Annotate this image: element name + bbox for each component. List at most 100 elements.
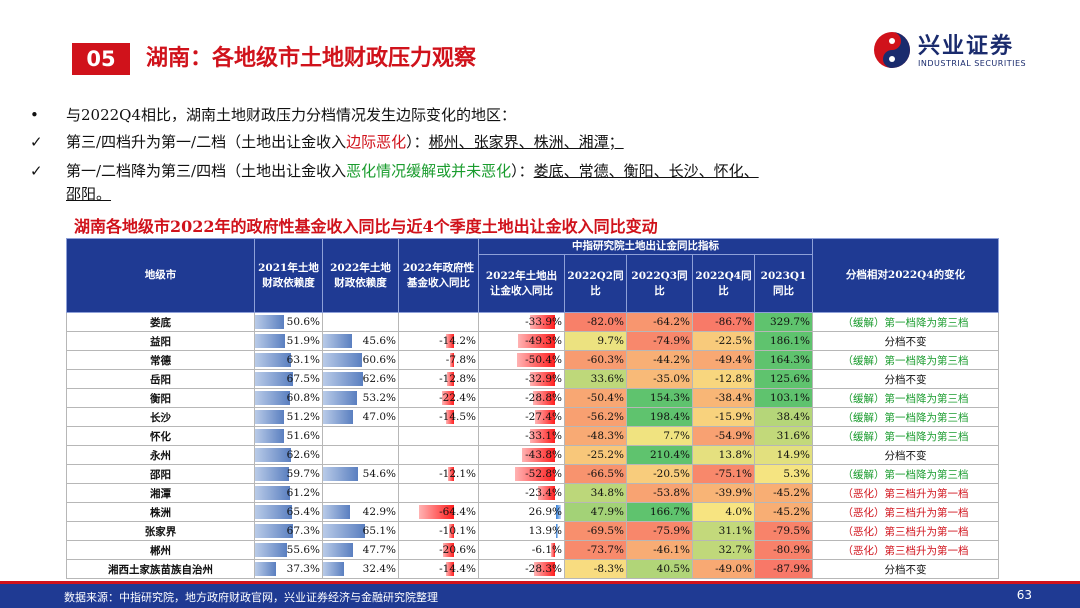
cell-land2022-value: -28.3% xyxy=(525,563,562,575)
cell-dep2022: 47.7% xyxy=(322,540,399,560)
cell-q1: -79.5% xyxy=(754,521,813,541)
cell-q1-value: -45.2% xyxy=(773,487,810,499)
cell-q4: 32.7% xyxy=(692,540,755,560)
bullet-text: ）： xyxy=(406,133,429,151)
cell-land2022-value: -28.8% xyxy=(525,392,562,404)
cell-q2: -50.4% xyxy=(564,388,627,408)
cell-q4-value: -49.0% xyxy=(715,563,752,575)
cell-q3-value: -75.9% xyxy=(653,525,690,537)
cell-land2022-value: -49.3% xyxy=(525,335,562,347)
cell-q4-value: -15.9% xyxy=(715,411,752,423)
dependency-bar xyxy=(255,353,291,367)
col-header-dep2021: 2021年土地财政依赖度 xyxy=(254,238,323,313)
table-row: 长沙 51.2% 47.0% -14.5% -27.4% -56.2% 198.4% -15.… xyxy=(66,407,999,427)
cell-dep2021: 65.4% xyxy=(254,502,323,522)
dependency-bar xyxy=(255,505,293,519)
cell-tier-change: 分档不变 xyxy=(812,559,999,579)
cell-q3: -46.1% xyxy=(626,540,693,560)
cell-dep2021: 51.2% xyxy=(254,407,323,427)
cell-q1-value: 103.1% xyxy=(769,392,810,404)
cell-tier-change-value: （缓解）第一档降为第三档 xyxy=(842,354,969,367)
cell-fund2022: -10.1% xyxy=(398,521,479,541)
cell-land2022: -6.1% xyxy=(478,540,565,560)
cell-dep2021: 63.1% xyxy=(254,350,323,370)
cell-land2022-value: -50.4% xyxy=(525,354,562,366)
cell-tier-change: （恶化）第三档升为第一档 xyxy=(812,502,999,522)
cell-q3: 154.3% xyxy=(626,388,693,408)
dependency-bar xyxy=(255,372,294,386)
cell-land2022: -32.9% xyxy=(478,369,565,389)
cell-dep2021: 67.3% xyxy=(254,521,323,541)
dependency-bar xyxy=(255,524,294,538)
dependency-bar xyxy=(323,391,357,405)
cell-q3-value: 7.7% xyxy=(663,430,690,442)
cell-fund2022-value: -14.4% xyxy=(439,563,476,575)
cell-q3-value: 154.3% xyxy=(649,392,690,404)
cell-q4: -54.9% xyxy=(692,426,755,446)
cell-q3: -20.5% xyxy=(626,464,693,484)
cell-q3-value: -74.9% xyxy=(653,335,690,347)
cell-q1: -80.9% xyxy=(754,540,813,560)
cell-q2-value: -56.2% xyxy=(587,411,624,423)
cell-fund2022-value: -14.5% xyxy=(439,411,476,423)
cell-tier-change: （缓解）第一档降为第三档 xyxy=(812,407,999,427)
cell-fund2022: -12.8% xyxy=(398,369,479,389)
cell-q1-value: 186.1% xyxy=(769,335,810,347)
cell-dep2021-value: 60.8% xyxy=(286,392,320,404)
cell-tier-change: （恶化）第三档升为第一档 xyxy=(812,540,999,560)
col-group-header: 中指研究院土地出让金同比指标 xyxy=(478,238,813,255)
bullet-marker: • xyxy=(30,106,39,124)
table-row: 张家界 67.3% 65.1% -10.1% 13.9% -69.5% -75.9% 31.1… xyxy=(66,521,999,541)
change-bar xyxy=(446,562,455,576)
cell-q1-value: -80.9% xyxy=(773,544,810,556)
cell-q1: 14.9% xyxy=(754,445,813,465)
cell-land2022: -52.8% xyxy=(478,464,565,484)
cell-fund2022-value: -20.6% xyxy=(439,544,476,556)
cell-land2022-value: -27.4% xyxy=(525,411,562,423)
bullet-line-1: • 与2022Q4相比，湖南土地财政压力分档情况发生边际变化的地区： xyxy=(30,104,516,125)
industrial-securities-logo-icon xyxy=(874,32,910,68)
cell-q3-value: -44.2% xyxy=(653,354,690,366)
cell-q2: -60.3% xyxy=(564,350,627,370)
cell-tier-change: （缓解）第一档降为第三档 xyxy=(812,312,999,332)
cell-q4-value: -54.9% xyxy=(715,430,752,442)
cell-dep2021-value: 51.9% xyxy=(286,335,320,347)
dependency-bar xyxy=(323,372,363,386)
cell-q2: -82.0% xyxy=(564,312,627,332)
cell-q3: 166.7% xyxy=(626,502,693,522)
cell-q1-value: 5.3% xyxy=(783,468,810,480)
cell-q3: 7.7% xyxy=(626,426,693,446)
cell-city: 湘潭 xyxy=(66,483,255,503)
cell-fund2022-value: -12.8% xyxy=(439,373,476,385)
cell-q3-value: 210.4% xyxy=(649,449,690,461)
cell-q4: 31.1% xyxy=(692,521,755,541)
cell-q1: -45.2% xyxy=(754,502,813,522)
cell-q3-value: 166.7% xyxy=(649,506,690,518)
cell-city: 株洲 xyxy=(66,502,255,522)
bullet-line-2: ✓ 第三/四档升为第一/二档（土地出让金收入边际恶化）：郴州、张家界、株洲、湘潭； xyxy=(30,131,624,152)
cell-tier-change-value: （缓解）第一档降为第三档 xyxy=(842,468,969,481)
cell-q2-value: 47.9% xyxy=(590,506,624,518)
cell-fund2022: -12.1% xyxy=(398,464,479,484)
change-bar xyxy=(448,524,455,538)
table-row: 永州 62.6% -43.8% -25.2% 210.4% 13.8% 14.9% 分档不变 xyxy=(66,445,999,465)
cell-dep2021: 51.6% xyxy=(254,426,323,446)
cell-q3: -35.0% xyxy=(626,369,693,389)
dependency-bar xyxy=(255,429,285,443)
dependency-bar xyxy=(255,391,290,405)
cell-dep2022-value: 47.0% xyxy=(362,411,396,423)
cell-q1: 164.3% xyxy=(754,350,813,370)
table-row: 益阳 51.9% 45.6% -14.2% -49.3% 9.7% -74.9% -22.5%… xyxy=(66,331,999,351)
cell-city-value: 湘潭 xyxy=(150,487,171,500)
cell-dep2022 xyxy=(322,312,399,332)
cell-tier-change-value: （缓解）第一档降为第三档 xyxy=(842,392,969,405)
cell-tier-change: （缓解）第一档降为第三档 xyxy=(812,388,999,408)
col-header-city: 地级市 xyxy=(66,238,255,313)
cell-fund2022-value: -14.2% xyxy=(439,335,476,347)
cell-fund2022 xyxy=(398,483,479,503)
cell-tier-change: 分档不变 xyxy=(812,369,999,389)
cell-city-value: 长沙 xyxy=(150,411,171,424)
cell-tier-change: （缓解）第一档降为第三档 xyxy=(812,350,999,370)
cell-q2: 34.8% xyxy=(564,483,627,503)
cell-dep2021-value: 65.4% xyxy=(286,506,320,518)
